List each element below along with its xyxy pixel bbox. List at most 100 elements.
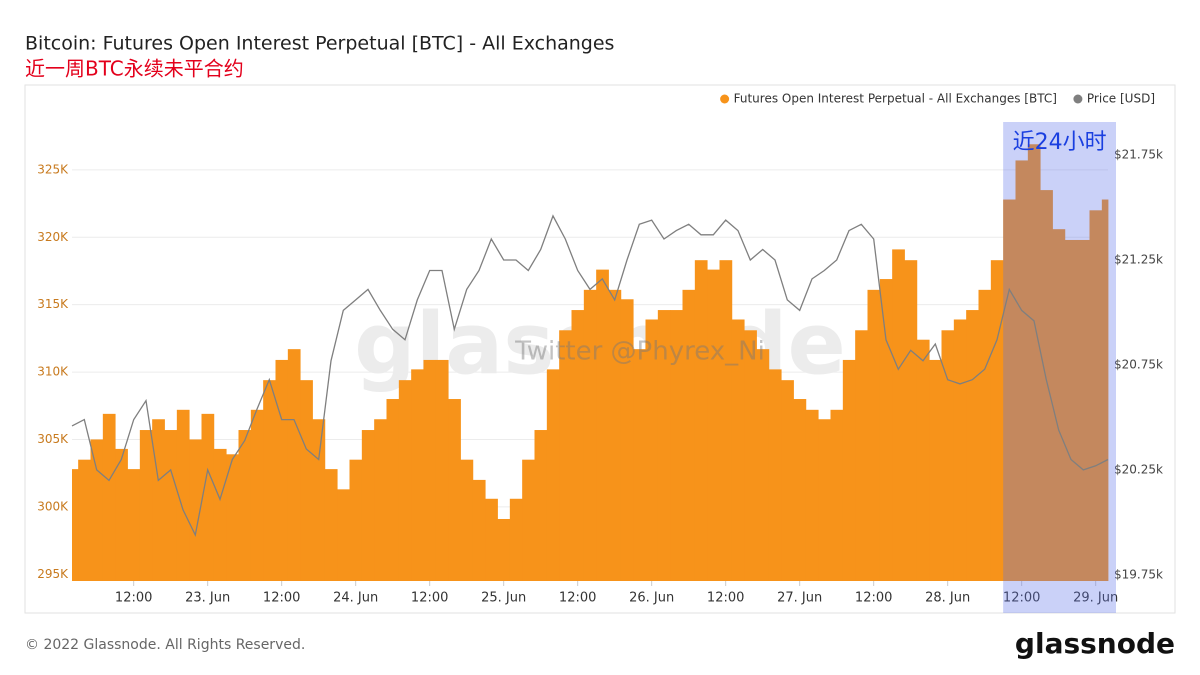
highlight-label: 近24小时	[1013, 130, 1107, 155]
bar	[818, 419, 831, 581]
bar	[497, 518, 511, 581]
bar	[324, 469, 338, 581]
bar	[435, 359, 449, 581]
bar	[657, 310, 671, 581]
x-tick-label: 12:00	[263, 591, 300, 606]
bar	[966, 310, 979, 581]
x-tick-label: 26. Jun	[629, 591, 674, 606]
bar	[744, 330, 757, 581]
y-tick-label: 295K	[37, 567, 69, 581]
bar	[1040, 190, 1053, 581]
bar	[670, 310, 683, 581]
bar	[830, 409, 844, 581]
bar	[781, 380, 794, 581]
bar	[645, 319, 659, 581]
x-tick-label: 24. Jun	[333, 591, 378, 606]
legend-swatch	[1073, 94, 1083, 104]
bar	[867, 289, 881, 581]
bar	[411, 369, 424, 581]
x-tick-label: 25. Jun	[481, 591, 526, 606]
bar	[682, 289, 696, 581]
bar	[953, 319, 967, 581]
bar	[990, 260, 1004, 581]
bar	[633, 349, 646, 581]
bar	[1052, 229, 1066, 581]
y-tick-label: 315K	[37, 297, 69, 311]
y2-tick-label: $20.75k	[1114, 357, 1163, 371]
bar	[855, 330, 868, 581]
bar	[423, 359, 437, 581]
legend-label: Futures Open Interest Perpetual - All Ex…	[734, 92, 1057, 106]
bar	[448, 399, 461, 581]
bar	[300, 380, 313, 581]
bar	[546, 369, 560, 581]
bar	[238, 430, 252, 581]
y-tick-label: 305K	[37, 432, 69, 446]
bar	[226, 454, 239, 581]
bar	[1064, 239, 1078, 581]
y-tick-label: 325K	[37, 162, 69, 176]
bar	[176, 409, 190, 581]
bar	[102, 413, 116, 581]
bar	[189, 439, 202, 581]
bar	[756, 349, 770, 581]
bar	[719, 260, 733, 581]
x-tick-label: 12:00	[855, 591, 892, 606]
bar	[78, 459, 91, 581]
bar	[694, 260, 708, 581]
copyright: © 2022 Glassnode. All Rights Reserved.	[25, 637, 305, 653]
bar	[1101, 199, 1109, 581]
bar	[337, 489, 350, 581]
bar	[559, 330, 572, 581]
y2-tick-label: $21.25k	[1114, 253, 1163, 267]
x-tick-label: 12:00	[411, 591, 448, 606]
bar	[485, 498, 498, 581]
bar	[275, 359, 289, 581]
bar	[349, 459, 363, 581]
y2-tick-label: $20.25k	[1114, 462, 1163, 476]
bar	[115, 448, 128, 581]
x-tick-label: 28. Jun	[925, 591, 970, 606]
y-tick-label: 300K	[37, 499, 69, 513]
bar	[879, 279, 893, 581]
chart-title: Bitcoin: Futures Open Interest Perpetual…	[25, 33, 614, 55]
bar	[1027, 144, 1041, 581]
bar	[842, 359, 856, 581]
bar	[707, 269, 720, 581]
legend-swatch	[720, 94, 730, 104]
bar	[90, 439, 104, 581]
price-line	[71, 214, 1109, 538]
bar	[263, 380, 276, 581]
bar	[978, 289, 992, 581]
bar	[386, 399, 400, 581]
bar	[509, 498, 523, 581]
y-tick-label: 310K	[37, 365, 69, 379]
bar	[1015, 160, 1029, 581]
bar	[152, 419, 165, 581]
legend-label: Price [USD]	[1087, 92, 1155, 106]
bar	[72, 469, 79, 581]
x-tick-label: 12:00	[559, 591, 596, 606]
x-tick-label: 29. Jun	[1073, 591, 1118, 606]
highlight-band	[1003, 122, 1116, 613]
y2-tick-label: $19.75k	[1114, 567, 1163, 581]
y2-tick-label: $21.75k	[1114, 148, 1163, 162]
bar	[472, 479, 486, 581]
bar	[596, 269, 609, 581]
bar	[892, 249, 905, 581]
chart-subtitle: 近一周BTC永续未平合约	[25, 57, 244, 81]
bar	[312, 419, 326, 581]
bar	[1077, 239, 1090, 581]
watermark: Twitter @Phyrex_Ni	[514, 337, 765, 367]
bar	[139, 430, 153, 581]
bar	[731, 319, 745, 581]
bar	[793, 399, 807, 581]
logo: glassnode	[1015, 627, 1175, 660]
bar	[916, 339, 930, 581]
bar	[941, 330, 955, 581]
bar	[768, 369, 782, 581]
bar	[361, 430, 375, 581]
x-tick-label: 12:00	[707, 591, 744, 606]
